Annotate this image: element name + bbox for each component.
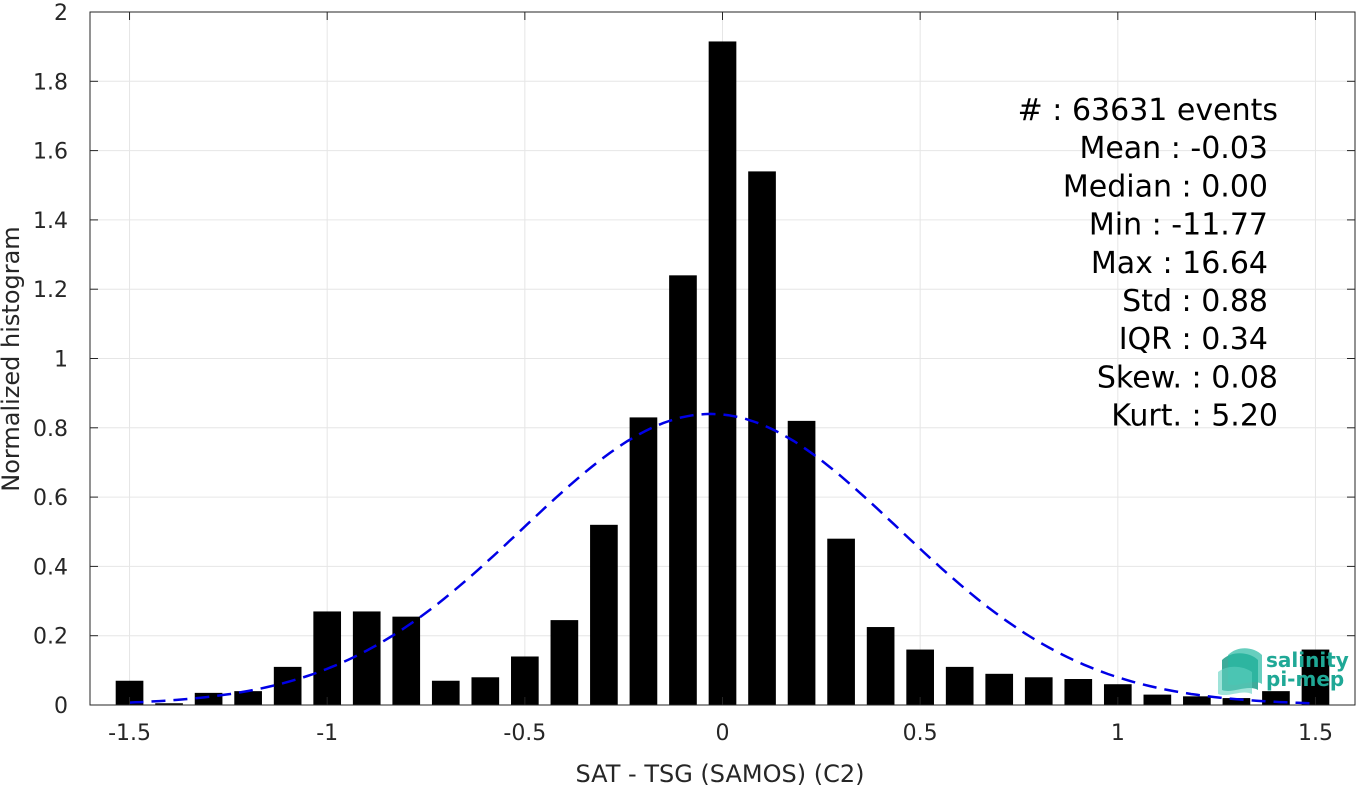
y-tick-label-6: 1.2 bbox=[33, 278, 68, 303]
histogram-bar-18 bbox=[827, 538, 855, 705]
stat-line-6: IQR : 0.34 bbox=[1119, 322, 1268, 357]
y-tick-label-2: 0.4 bbox=[33, 555, 68, 580]
x-tick-label-0: -1.5 bbox=[108, 721, 151, 746]
y-tick-label-0: 0 bbox=[54, 694, 68, 719]
histogram-bar-1 bbox=[155, 703, 183, 705]
normal-fit-curve bbox=[129, 412, 1316, 705]
histogram-bar-14 bbox=[669, 275, 697, 705]
y-tick-label-1: 0.2 bbox=[33, 625, 68, 650]
stat-line-3: Min : -11.77 bbox=[1089, 208, 1268, 243]
histogram-bar-10 bbox=[511, 656, 539, 705]
x-axis-label: SAT - TSG (SAMOS) (C2) bbox=[576, 760, 865, 785]
histogram-bar-23 bbox=[1024, 677, 1053, 705]
histogram-bar-3 bbox=[234, 691, 262, 705]
logo-text-pimep: pi-mep bbox=[1266, 667, 1344, 691]
x-tick-label-1: -1 bbox=[316, 721, 338, 746]
stat-line-7: Skew. : 0.08 bbox=[1097, 360, 1278, 395]
histogram-bar-11 bbox=[550, 620, 579, 705]
x-tick-label-4: 0.5 bbox=[903, 721, 938, 746]
stat-line-4: Max : 16.64 bbox=[1091, 246, 1268, 281]
histogram-bar-19 bbox=[866, 627, 895, 705]
x-tick-label-3: 0 bbox=[716, 721, 730, 746]
y-tick-label-9: 1.8 bbox=[33, 70, 68, 95]
histogram-bar-30 bbox=[1301, 649, 1330, 705]
histogram-bar-13 bbox=[629, 417, 658, 705]
histogram-bar-7 bbox=[392, 616, 421, 705]
stat-line-8: Kurt. : 5.20 bbox=[1111, 399, 1278, 434]
histogram-bar-5 bbox=[313, 611, 342, 705]
stat-line-1: Mean : -0.03 bbox=[1079, 131, 1268, 166]
y-tick-label-10: 2 bbox=[54, 1, 68, 26]
histogram-bar-17 bbox=[787, 420, 816, 705]
y-tick-label-8: 1.6 bbox=[33, 140, 68, 165]
x-tick-label-6: 1.5 bbox=[1298, 721, 1333, 746]
histogram-bar-20 bbox=[906, 649, 934, 705]
histogram-bar-21 bbox=[945, 666, 974, 705]
histogram-bar-9 bbox=[471, 677, 500, 705]
y-axis-label: Normalized histogram bbox=[0, 226, 25, 491]
stat-line-2: Median : 0.00 bbox=[1063, 169, 1268, 204]
histogram-bar-4 bbox=[273, 666, 302, 705]
histogram-bar-22 bbox=[985, 673, 1014, 705]
y-tick-label-4: 0.8 bbox=[33, 417, 68, 442]
histogram-bar-26 bbox=[1143, 694, 1172, 705]
histogram-bar-16 bbox=[748, 171, 776, 705]
histogram-bar-8 bbox=[431, 680, 460, 705]
salinity-pimep-logo: salinity pi-mep bbox=[1218, 648, 1349, 696]
stat-line-0: # : 63631 events bbox=[1018, 93, 1278, 128]
x-axis-ticks: -1.5 -1 -0.5 0 0.5 1 1.5 bbox=[108, 12, 1333, 746]
histogram-bar-12 bbox=[590, 524, 618, 705]
y-tick-label-5: 1 bbox=[54, 348, 68, 373]
histogram-bar-15 bbox=[708, 41, 737, 705]
y-tick-label-3: 0.6 bbox=[33, 486, 68, 511]
histogram-bar-25 bbox=[1103, 684, 1132, 705]
histogram-bar-27 bbox=[1183, 696, 1211, 705]
wave-icon bbox=[1218, 648, 1262, 696]
histogram-bar-6 bbox=[352, 611, 381, 705]
histogram-bar-24 bbox=[1064, 679, 1093, 705]
histogram-bars bbox=[115, 41, 1330, 705]
histogram-bar-2 bbox=[194, 692, 223, 705]
histogram-bar-28 bbox=[1222, 698, 1251, 705]
stat-line-5: Std : 0.88 bbox=[1122, 284, 1268, 319]
y-axis-ticks: 0 0.2 0.4 0.6 0.8 1 1.2 1.4 1.6 1.8 2 bbox=[33, 1, 1355, 719]
x-tick-label-2: -0.5 bbox=[503, 721, 546, 746]
logo-text-salinity: salinity bbox=[1266, 648, 1349, 672]
y-tick-label-7: 1.4 bbox=[33, 209, 68, 234]
x-tick-label-5: 1 bbox=[1111, 721, 1125, 746]
